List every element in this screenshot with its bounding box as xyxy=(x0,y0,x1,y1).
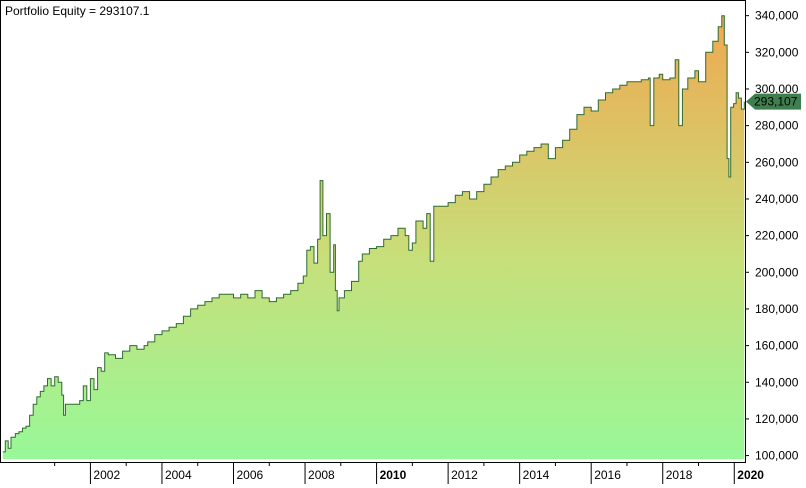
x-tick-label: 2012 xyxy=(451,468,478,482)
y-tick-label: 160,000 xyxy=(755,339,799,353)
x-tick-label: 2014 xyxy=(523,468,550,482)
y-tick-label: 240,000 xyxy=(755,192,799,206)
y-tick-label: 300,000 xyxy=(755,82,799,96)
y-tick-label: 180,000 xyxy=(755,302,799,316)
y-tick-label: 140,000 xyxy=(755,375,799,389)
x-axis: 2002 2004 2006 2008 2010 2012 2014 2016 2018 2020 xyxy=(54,462,764,484)
last-value-label: 293,107 xyxy=(754,95,798,109)
y-tick-label: 340,000 xyxy=(755,9,799,23)
x-tick-label: 2016 xyxy=(594,468,621,482)
y-tick-label: 320,000 xyxy=(755,45,799,59)
y-axis: 100,000 120,000 140,000 160,000 180,000 200,0… xyxy=(745,9,799,463)
last-value-marker-shape xyxy=(746,93,801,110)
x-tick-label: 2010 xyxy=(380,468,407,482)
x-tick-label: 2020 xyxy=(737,468,764,482)
x-tick-label: 2018 xyxy=(666,468,693,482)
y-tick-label: 200,000 xyxy=(755,265,799,279)
x-tick-label: 2008 xyxy=(308,468,335,482)
y-tick-label: 260,000 xyxy=(755,155,799,169)
equity-area xyxy=(2,15,745,459)
x-tick-label: 2004 xyxy=(165,468,192,482)
last-value-marker: 293,107 xyxy=(746,93,801,110)
equity-line xyxy=(2,15,745,453)
y-tick-label: 220,000 xyxy=(755,229,799,243)
x-tick-label: 2002 xyxy=(93,468,120,482)
y-tick-label: 100,000 xyxy=(755,449,799,463)
y-tick-label: 280,000 xyxy=(755,119,799,133)
chart-title: Portfolio Equity = 293107.1 xyxy=(5,4,150,18)
y-tick-label: 120,000 xyxy=(755,412,799,426)
x-tick-label: 2006 xyxy=(237,468,264,482)
